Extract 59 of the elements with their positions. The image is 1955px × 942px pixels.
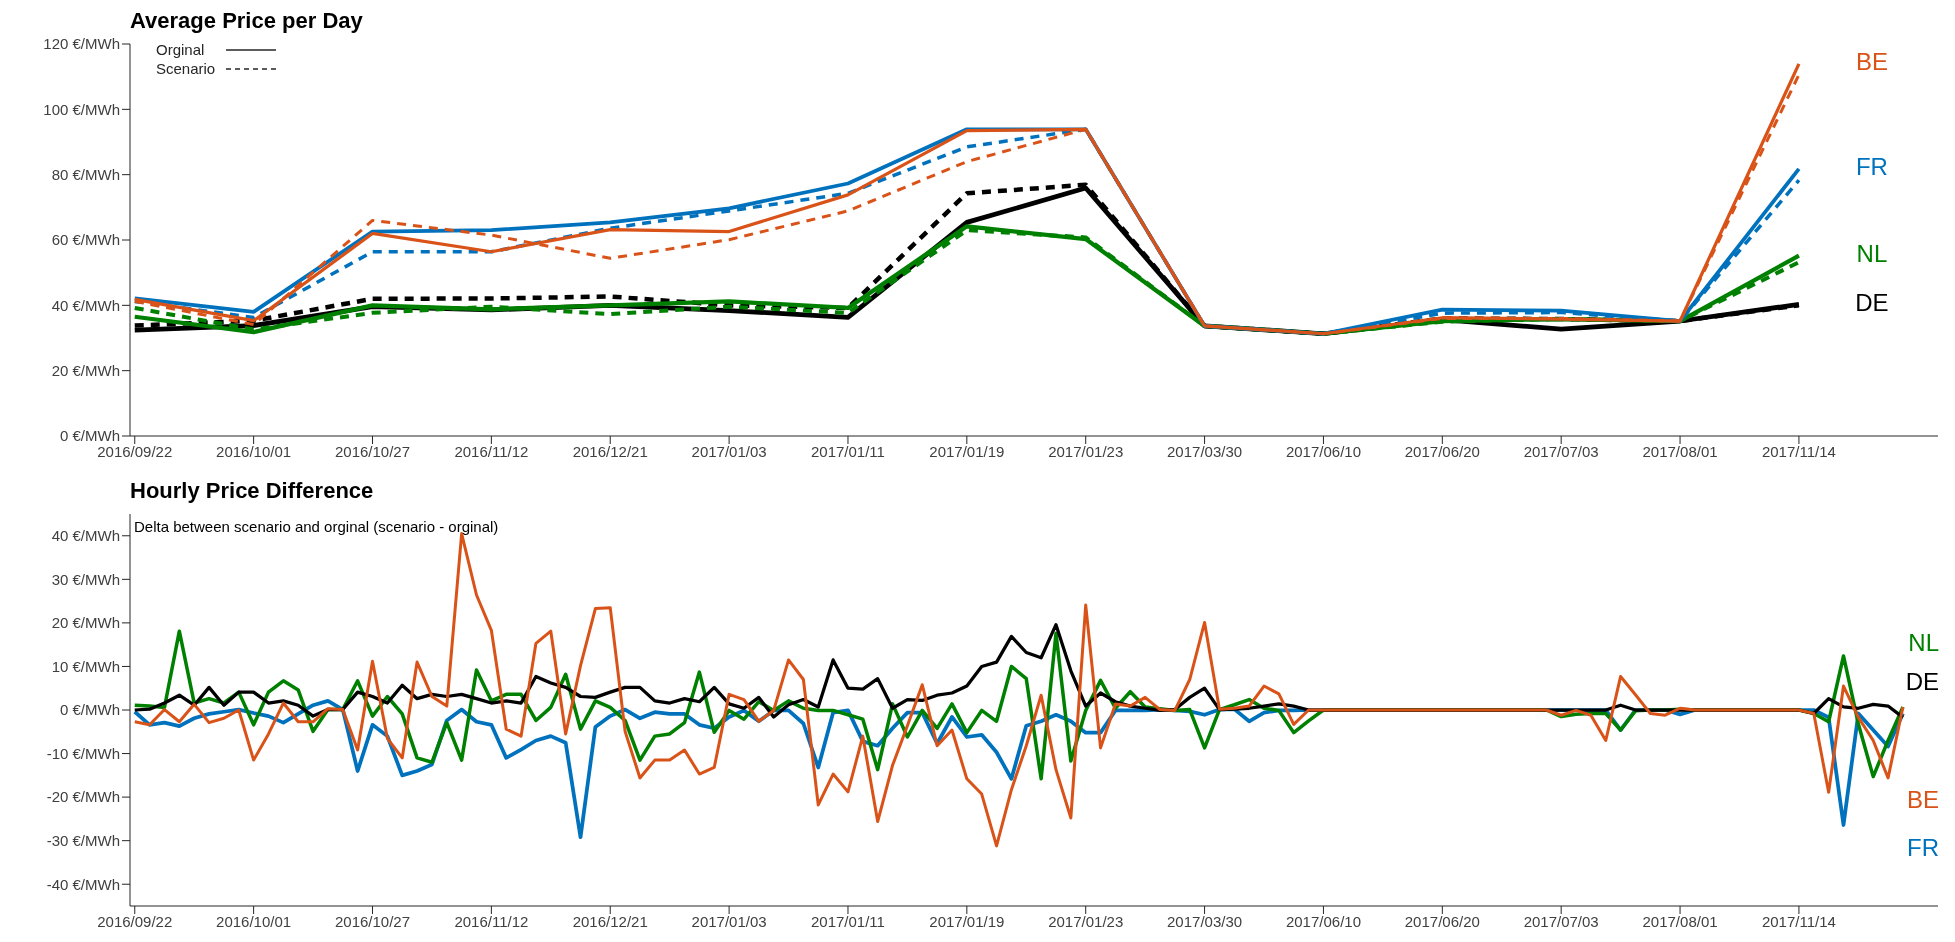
x-tick-label: 2016/10/27: [334, 912, 411, 930]
y-tick-label: -30 €/MWh: [46, 831, 120, 849]
y-tick-label: 0 €/MWh: [59, 427, 120, 445]
y-tick-label: -40 €/MWh: [46, 875, 120, 893]
x-tick-label: 2017/06/20: [1404, 912, 1480, 930]
text: FR: [1907, 833, 1939, 861]
x-tick-label: 2017/01/19: [929, 912, 1005, 930]
x-tick-label: 2017/06/20: [1404, 442, 1480, 460]
chart-title: Hourly Price Difference: [130, 478, 374, 504]
x-tick-label: 2017/07/03: [1523, 912, 1599, 930]
series-label: DE: [1905, 668, 1939, 696]
y-tick-label: 30 €/MWh: [51, 570, 120, 588]
x-tick-label: 2016/12/21: [572, 912, 648, 930]
x-tick-label: 2017/03/30: [1167, 442, 1243, 460]
x-tick-label: 2017/01/03: [691, 912, 767, 930]
y-tick-label: 0 €/MWh: [59, 701, 120, 719]
x-tick-label: 2017/06/10: [1285, 442, 1361, 460]
x-tick-label: 2017/01/23: [1048, 912, 1124, 930]
y-tick-label: 20 €/MWh: [51, 361, 120, 379]
x-tick-label: 2016/10/27: [334, 442, 411, 460]
text: NL: [1908, 629, 1939, 657]
y-tick-label: 40 €/MWh: [51, 296, 120, 314]
y-tick-label: 100 €/MWh: [43, 100, 120, 118]
x-tick-label: 2017/08/01: [1642, 442, 1718, 460]
y-tick-label: 20 €/MWh: [51, 614, 120, 632]
series-label: BE: [1906, 785, 1939, 813]
x-tick-label: 2016/12/21: [572, 442, 648, 460]
text: FR: [1855, 153, 1888, 181]
text: DE: [1855, 288, 1889, 316]
y-tick-label: 80 €/MWh: [51, 165, 120, 183]
x-tick-label: 2016/09/22: [97, 912, 173, 930]
y-tick-label: -20 €/MWh: [46, 788, 120, 806]
x-tick-label: 2016/09/22: [97, 442, 173, 460]
x-tick-label: 2016/11/12: [454, 912, 529, 930]
x-tick-label: 2017/01/11: [810, 442, 885, 460]
x-tick-label: 2016/10/01: [216, 912, 292, 930]
annotation: Orginal: [156, 41, 206, 58]
x-tick-label: 2016/10/01: [216, 442, 292, 460]
x-tick-label: 2017/08/01: [1642, 912, 1718, 930]
x-tick-label: 2017/01/03: [691, 442, 767, 460]
x-tick-label: 2017/01/11: [810, 912, 885, 930]
y-tick-label: 120 €/MWh: [43, 35, 120, 53]
y-tick-label: -10 €/MWh: [46, 744, 120, 762]
y-tick-label: 60 €/MWh: [51, 231, 120, 249]
x-tick-label: 2017/06/10: [1285, 912, 1361, 930]
chart-subtitle: Delta between scenario and orginal (scenario - orginal): [134, 518, 499, 535]
x-tick-label: 2017/01/19: [929, 442, 1005, 460]
x-tick-label: 2017/01/23: [1048, 442, 1124, 460]
y-tick-label: 10 €/MWh: [51, 657, 120, 675]
x-tick-label: 2017/03/30: [1167, 912, 1243, 930]
y-tick-label: 40 €/MWh: [51, 527, 120, 545]
x-tick-label: 2016/11/12: [454, 442, 529, 460]
text: BE: [1855, 48, 1888, 76]
x-tick-label: 2017/11/14: [1761, 912, 1836, 930]
annotation: Scenario: [156, 60, 217, 77]
x-tick-label: 2017/11/14: [1761, 442, 1836, 460]
text: NL: [1856, 240, 1888, 268]
x-tick-label: 2017/07/03: [1523, 442, 1599, 460]
chart-title: Average Price per Day: [130, 8, 363, 34]
